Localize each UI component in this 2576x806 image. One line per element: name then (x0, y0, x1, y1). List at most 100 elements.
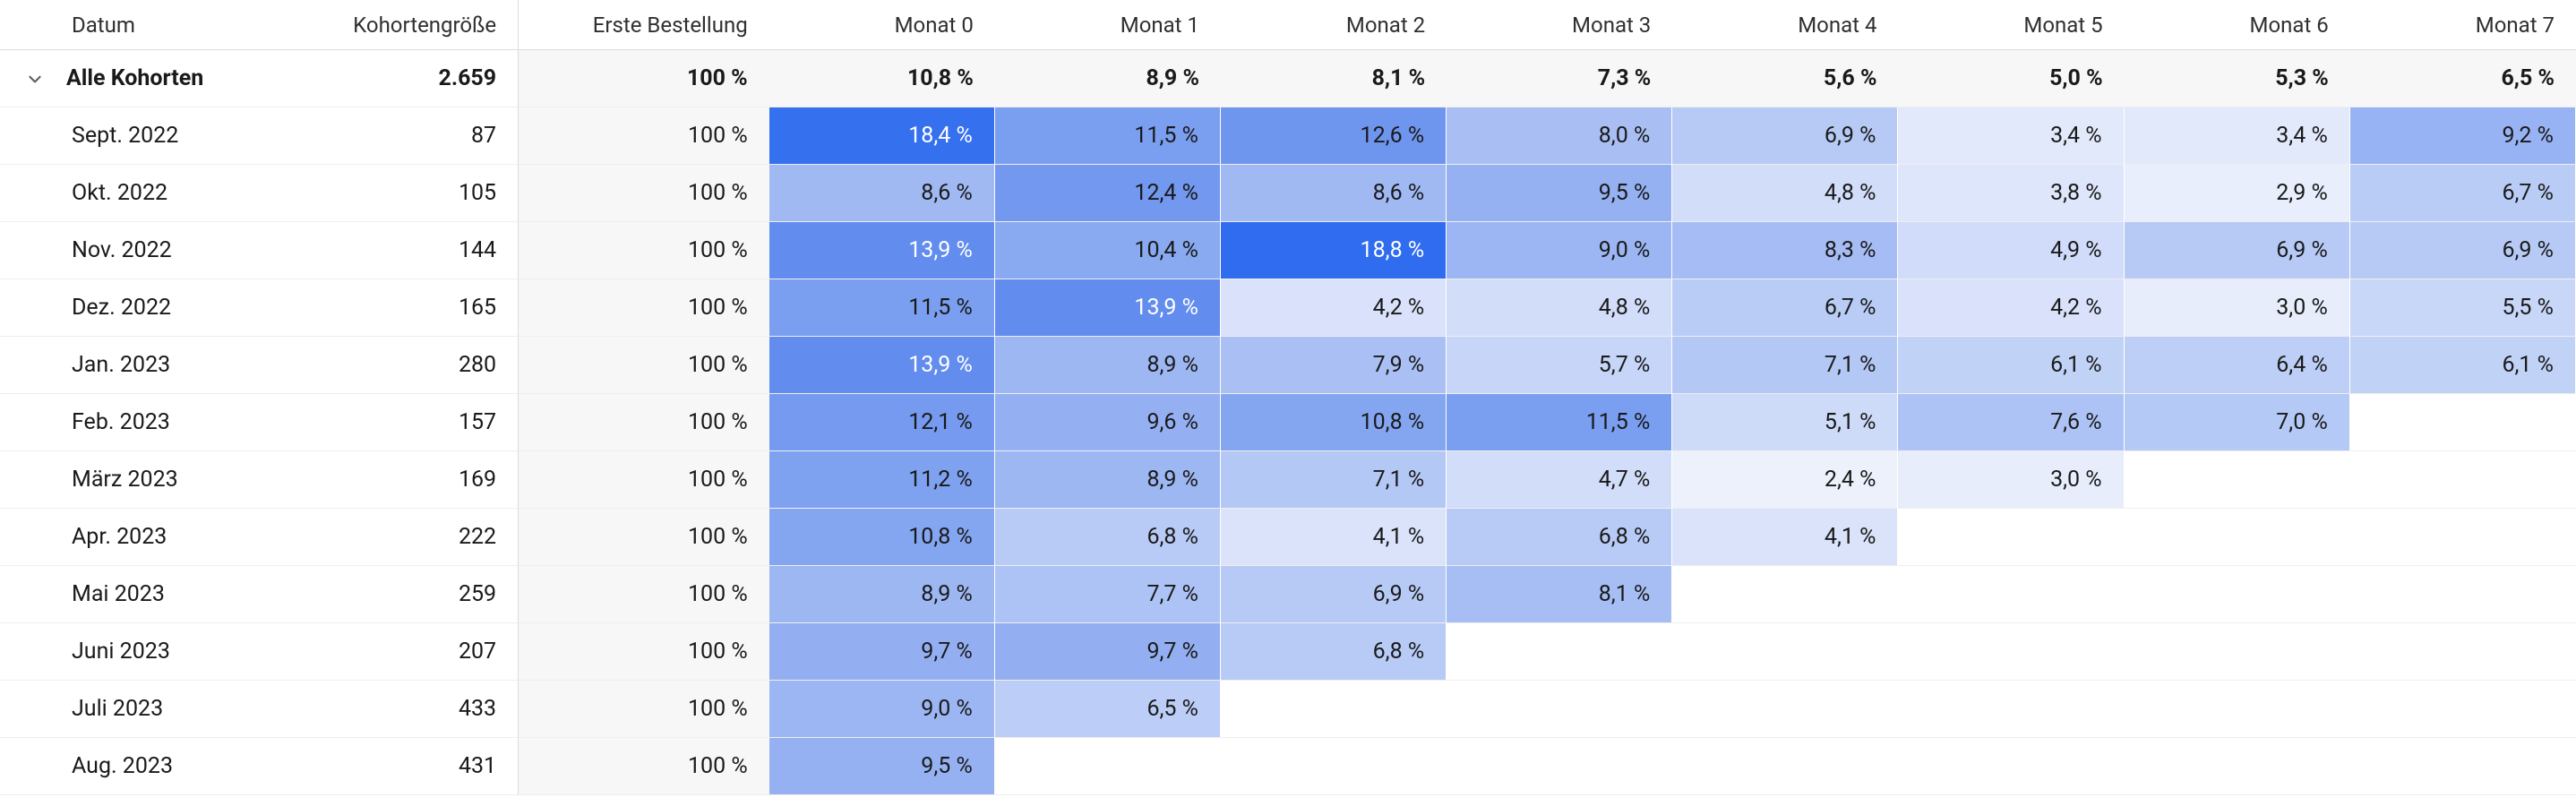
header-month-3[interactable]: Monat 3 (1447, 0, 1672, 50)
heatmap-cell[interactable]: 6,9 % (1221, 566, 1447, 623)
summary-month-7: 6,5 % (2350, 50, 2576, 107)
heatmap-cell[interactable]: 9,0 % (769, 681, 995, 738)
header-month-4[interactable]: Monat 4 (1672, 0, 1898, 50)
heatmap-cell[interactable]: 9,6 % (995, 394, 1221, 451)
heatmap-cell[interactable]: 4,2 % (1221, 279, 1447, 337)
row-label[interactable]: Apr. 2023 (0, 509, 278, 566)
empty-cell (1447, 681, 1672, 738)
header-month-0[interactable]: Monat 0 (769, 0, 995, 50)
heatmap-cell[interactable]: 7,1 % (1672, 337, 1898, 394)
heatmap-cell[interactable]: 3,4 % (1898, 107, 2124, 165)
heatmap-cell[interactable]: 3,0 % (2125, 279, 2350, 337)
heatmap-cell[interactable]: 13,9 % (995, 279, 1221, 337)
heatmap-cell[interactable]: 6,8 % (1221, 623, 1447, 681)
heatmap-cell[interactable]: 8,9 % (995, 337, 1221, 394)
heatmap-cell[interactable]: 11,5 % (995, 107, 1221, 165)
heatmap-cell[interactable]: 4,1 % (1672, 509, 1898, 566)
header-size[interactable]: Kohortengröße (278, 0, 519, 50)
heatmap-cell[interactable]: 6,9 % (2350, 222, 2576, 279)
heatmap-cell[interactable]: 6,8 % (1447, 509, 1672, 566)
summary-row: Alle Kohorten2.659100 %10,8 %8,9 %8,1 %7… (0, 50, 2576, 107)
heatmap-cell[interactable]: 5,1 % (1672, 394, 1898, 451)
header-month-7[interactable]: Monat 7 (2350, 0, 2576, 50)
row-label[interactable]: Mai 2023 (0, 566, 278, 623)
summary-label[interactable]: Alle Kohorten (0, 50, 278, 107)
header-month-2[interactable]: Monat 2 (1221, 0, 1447, 50)
empty-cell (2350, 509, 2576, 566)
heatmap-cell[interactable]: 6,7 % (1672, 279, 1898, 337)
row-label[interactable]: Feb. 2023 (0, 394, 278, 451)
empty-cell (2125, 738, 2350, 795)
row-first: 100 % (519, 738, 769, 795)
header-month-6[interactable]: Monat 6 (2125, 0, 2350, 50)
heatmap-cell[interactable]: 3,4 % (2125, 107, 2350, 165)
heatmap-cell[interactable]: 2,9 % (2125, 165, 2350, 222)
heatmap-cell[interactable]: 9,0 % (1447, 222, 1672, 279)
heatmap-cell[interactable]: 13,9 % (769, 337, 995, 394)
heatmap-cell[interactable]: 8,1 % (1447, 566, 1672, 623)
heatmap-cell[interactable]: 11,5 % (1447, 394, 1672, 451)
heatmap-cell[interactable]: 3,8 % (1898, 165, 2124, 222)
heatmap-cell[interactable]: 6,9 % (1672, 107, 1898, 165)
heatmap-cell[interactable]: 12,1 % (769, 394, 995, 451)
heatmap-cell[interactable]: 9,7 % (995, 623, 1221, 681)
heatmap-cell[interactable]: 8,6 % (769, 165, 995, 222)
chevron-down-icon[interactable] (27, 71, 43, 87)
heatmap-cell[interactable]: 11,5 % (769, 279, 995, 337)
row-first: 100 % (519, 566, 769, 623)
heatmap-cell[interactable]: 6,8 % (995, 509, 1221, 566)
header-month-1[interactable]: Monat 1 (995, 0, 1221, 50)
heatmap-cell[interactable]: 6,4 % (2125, 337, 2350, 394)
heatmap-cell[interactable]: 13,9 % (769, 222, 995, 279)
heatmap-cell[interactable]: 9,5 % (1447, 165, 1672, 222)
heatmap-cell[interactable]: 4,2 % (1898, 279, 2124, 337)
heatmap-cell[interactable]: 6,1 % (1898, 337, 2124, 394)
header-date[interactable]: Datum (0, 0, 278, 50)
row-label[interactable]: Okt. 2022 (0, 165, 278, 222)
heatmap-cell[interactable]: 6,1 % (2350, 337, 2576, 394)
heatmap-cell[interactable]: 4,9 % (1898, 222, 2124, 279)
row-label[interactable]: März 2023 (0, 451, 278, 509)
heatmap-cell[interactable]: 9,7 % (769, 623, 995, 681)
heatmap-cell[interactable]: 8,6 % (1221, 165, 1447, 222)
row-label[interactable]: Sept. 2022 (0, 107, 278, 165)
heatmap-cell[interactable]: 6,9 % (2125, 222, 2350, 279)
heatmap-cell[interactable]: 7,1 % (1221, 451, 1447, 509)
heatmap-cell[interactable]: 8,0 % (1447, 107, 1672, 165)
heatmap-cell[interactable]: 7,7 % (995, 566, 1221, 623)
heatmap-cell[interactable]: 10,4 % (995, 222, 1221, 279)
heatmap-cell[interactable]: 8,9 % (995, 451, 1221, 509)
heatmap-cell[interactable]: 12,4 % (995, 165, 1221, 222)
heatmap-cell[interactable]: 5,7 % (1447, 337, 1672, 394)
heatmap-cell[interactable]: 18,8 % (1221, 222, 1447, 279)
heatmap-cell[interactable]: 9,2 % (2350, 107, 2576, 165)
heatmap-cell[interactable]: 4,7 % (1447, 451, 1672, 509)
heatmap-cell[interactable]: 18,4 % (769, 107, 995, 165)
row-label[interactable]: Nov. 2022 (0, 222, 278, 279)
heatmap-cell[interactable]: 6,7 % (2350, 165, 2576, 222)
heatmap-cell[interactable]: 10,8 % (1221, 394, 1447, 451)
header-month-5[interactable]: Monat 5 (1898, 0, 2124, 50)
row-label[interactable]: Aug. 2023 (0, 738, 278, 795)
heatmap-cell[interactable]: 4,1 % (1221, 509, 1447, 566)
heatmap-cell[interactable]: 3,0 % (1898, 451, 2124, 509)
heatmap-cell[interactable]: 4,8 % (1672, 165, 1898, 222)
heatmap-cell[interactable]: 9,5 % (769, 738, 995, 795)
row-label[interactable]: Juni 2023 (0, 623, 278, 681)
header-first-order[interactable]: Erste Bestellung (519, 0, 769, 50)
heatmap-cell[interactable]: 8,3 % (1672, 222, 1898, 279)
heatmap-cell[interactable]: 6,5 % (995, 681, 1221, 738)
heatmap-cell[interactable]: 2,4 % (1672, 451, 1898, 509)
heatmap-cell[interactable]: 11,2 % (769, 451, 995, 509)
row-label[interactable]: Jan. 2023 (0, 337, 278, 394)
heatmap-cell[interactable]: 7,6 % (1898, 394, 2124, 451)
heatmap-cell[interactable]: 4,8 % (1447, 279, 1672, 337)
row-label[interactable]: Juli 2023 (0, 681, 278, 738)
row-label[interactable]: Dez. 2022 (0, 279, 278, 337)
heatmap-cell[interactable]: 7,0 % (2125, 394, 2350, 451)
heatmap-cell[interactable]: 5,5 % (2350, 279, 2576, 337)
heatmap-cell[interactable]: 7,9 % (1221, 337, 1447, 394)
heatmap-cell[interactable]: 12,6 % (1221, 107, 1447, 165)
heatmap-cell[interactable]: 8,9 % (769, 566, 995, 623)
heatmap-cell[interactable]: 10,8 % (769, 509, 995, 566)
